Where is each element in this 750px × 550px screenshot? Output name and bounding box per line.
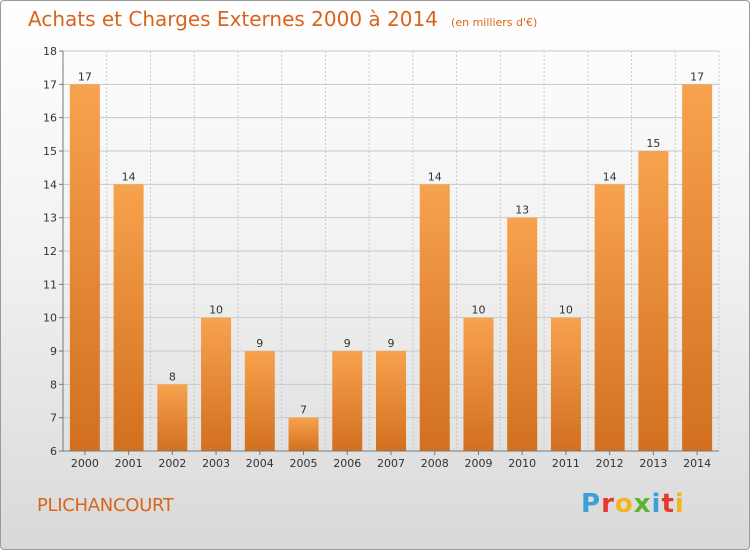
data-label: 15 (646, 137, 660, 150)
y-tick-label: 18 (43, 45, 57, 58)
logo-letter: r (601, 489, 615, 519)
bar-2002 (157, 384, 188, 451)
commune-name: PLICHANCOURT (37, 495, 174, 516)
proxiti-logo: Proxiti (581, 489, 685, 519)
bar-2008 (419, 184, 450, 452)
y-tick-label: 12 (43, 245, 57, 258)
data-label: 9 (256, 337, 263, 350)
data-label: 10 (559, 304, 573, 317)
data-label: 14 (603, 170, 617, 183)
logo-letter: o (614, 489, 634, 519)
y-tick-label: 11 (43, 278, 57, 291)
x-tick-label: 2010 (508, 457, 536, 470)
y-tick-label: 7 (50, 412, 57, 425)
bars: 17 14 8 10 9 7 9 9 14 10 13 10 14 15 17 (69, 70, 713, 452)
y-tick-label: 8 (50, 378, 57, 391)
bar-2013 (638, 151, 669, 451)
chart-title: Achats et Charges Externes 2000 à 2014 (28, 7, 438, 31)
x-tick-label: 2014 (683, 457, 711, 470)
axes: 6 7 8 9 10 11 12 13 14 15 16 17 18 2000 2001 2002 2003 20… (43, 45, 719, 470)
data-label: 9 (388, 337, 395, 350)
x-tick-label: 2012 (596, 457, 624, 470)
x-tick-label: 2009 (464, 457, 492, 470)
title-block: Achats et Charges Externes 2000 à 2014 (… (28, 7, 537, 31)
data-label: 8 (169, 370, 176, 383)
data-label: 17 (78, 70, 92, 83)
data-label: 10 (471, 304, 485, 317)
x-tick-label: 2004 (246, 457, 274, 470)
data-label: 13 (515, 204, 529, 217)
x-tick-label: 2005 (290, 457, 318, 470)
logo-letter: P (581, 489, 602, 519)
data-label: 14 (428, 170, 442, 183)
bar-2014 (682, 84, 713, 451)
y-tick-label: 17 (43, 78, 57, 91)
y-tick-label: 6 (50, 445, 57, 458)
y-tick-label: 9 (50, 345, 57, 358)
data-label: 7 (300, 404, 307, 417)
y-tick-label: 13 (43, 212, 57, 225)
chart-subtitle: (en milliers d'€) (451, 16, 538, 29)
bar-2005 (288, 417, 319, 451)
x-tick-label: 2000 (71, 457, 99, 470)
logo-letter: x (633, 489, 652, 519)
bar-2009 (463, 317, 494, 451)
bar-2006 (332, 351, 363, 451)
y-tick-label: 15 (43, 145, 57, 158)
x-tick-label: 2007 (377, 457, 405, 470)
data-label: 17 (690, 70, 704, 83)
x-tick-label: 2003 (202, 457, 230, 470)
logo-letter: t (661, 489, 675, 519)
x-tick-label: 2011 (552, 457, 580, 470)
logo-letter: i (674, 489, 685, 519)
bar-2007 (376, 351, 406, 451)
bar-2004 (244, 351, 275, 451)
x-tick-label: 2006 (333, 457, 361, 470)
bar-2003 (201, 317, 232, 451)
data-label: 9 (344, 337, 351, 350)
bar-2012 (594, 184, 625, 452)
y-tick-label: 16 (43, 112, 57, 125)
bar-2000 (69, 84, 100, 451)
y-tick-label: 10 (43, 312, 57, 325)
x-tick-label: 2008 (421, 457, 449, 470)
x-tick-label: 2001 (115, 457, 143, 470)
bar-2011 (550, 317, 581, 451)
logo-letter: i (651, 489, 662, 519)
bar-2001 (113, 184, 144, 452)
data-label: 14 (122, 170, 136, 183)
x-tick-label: 2002 (158, 457, 186, 470)
y-tick-label: 14 (43, 178, 57, 191)
data-label: 10 (209, 304, 223, 317)
bar-2010 (507, 217, 538, 451)
x-tick-label: 2013 (639, 457, 667, 470)
